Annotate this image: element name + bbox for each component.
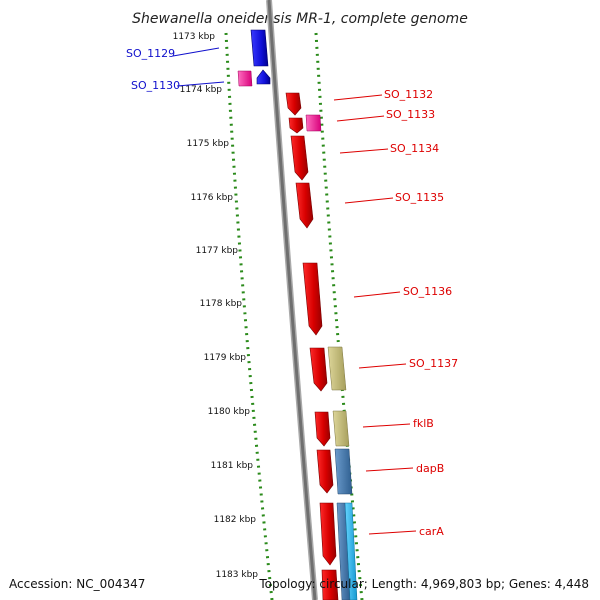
kbp-label: 1179 kbp bbox=[204, 353, 247, 363]
kbp-label: 1183 kbp bbox=[216, 570, 259, 580]
gene-feature[interactable] bbox=[309, 347, 328, 392]
gene-label-cara[interactable]: carA bbox=[419, 525, 444, 538]
gene-label-so-1132[interactable]: SO_1132 bbox=[384, 88, 433, 101]
gene-label-so-1129[interactable]: SO_1129 bbox=[126, 47, 175, 60]
rna-feature[interactable] bbox=[237, 70, 253, 87]
misc-feature[interactable] bbox=[332, 410, 350, 447]
reverse-strand-features bbox=[237, 29, 271, 87]
kbp-scale: 1173 kbp 1174 kbp 1175 kbp 1176 kbp 1177… bbox=[173, 32, 259, 580]
gene-labels: SO_1129 SO_1130 SO_1132 SO_1133 SO_1134 … bbox=[126, 47, 458, 538]
forward-strand-features bbox=[285, 92, 358, 600]
gene-feature[interactable] bbox=[314, 411, 331, 447]
gene-label-dapb[interactable]: dapB bbox=[416, 462, 444, 475]
leader-line bbox=[365, 467, 414, 472]
gene-label-so-1135[interactable]: SO_1135 bbox=[395, 191, 444, 204]
leader-line bbox=[368, 530, 417, 535]
leader-line bbox=[339, 148, 389, 154]
misc-feature[interactable] bbox=[334, 448, 353, 495]
gene-feature[interactable] bbox=[319, 502, 337, 566]
gene-label-so-1130[interactable]: SO_1130 bbox=[131, 79, 180, 92]
gene-label-fklb[interactable]: fklB bbox=[413, 417, 434, 430]
kbp-label: 1173 kbp bbox=[173, 32, 216, 42]
gene-feature[interactable] bbox=[316, 449, 334, 494]
misc-feature[interactable] bbox=[327, 346, 347, 391]
leader-line bbox=[362, 423, 411, 428]
map-title: Shewanella oneidensis MR-1, complete gen… bbox=[132, 11, 468, 27]
kbp-label: 1175 kbp bbox=[187, 139, 230, 149]
leader-line bbox=[336, 115, 385, 122]
misc-feature[interactable] bbox=[344, 502, 358, 600]
kbp-label: 1180 kbp bbox=[208, 407, 251, 417]
leader-line bbox=[358, 363, 407, 369]
kbp-label: 1182 kbp bbox=[214, 515, 257, 525]
gene-feature[interactable] bbox=[290, 135, 309, 181]
genome-backbone-core bbox=[267, 0, 317, 600]
accession-text: Accession: NC_004347 bbox=[9, 577, 146, 591]
leader-line bbox=[172, 47, 220, 57]
gene-feature[interactable] bbox=[302, 262, 323, 336]
leader-line bbox=[344, 197, 394, 204]
kbp-label: 1181 kbp bbox=[211, 461, 254, 471]
gene-label-so-1137[interactable]: SO_1137 bbox=[409, 357, 458, 370]
gene-label-so-1136[interactable]: SO_1136 bbox=[403, 285, 452, 298]
gene-feature[interactable] bbox=[295, 182, 314, 229]
gene-label-so-1134[interactable]: SO_1134 bbox=[390, 142, 439, 155]
rna-feature[interactable] bbox=[305, 114, 322, 132]
gene-feature[interactable] bbox=[285, 92, 302, 116]
gene-feature[interactable] bbox=[250, 29, 269, 67]
leader-line bbox=[176, 81, 225, 87]
leader-line bbox=[353, 291, 401, 298]
leader-line bbox=[333, 94, 383, 101]
genome-summary-text: Topology: circular; Length: 4,969,803 bp… bbox=[259, 577, 589, 591]
kbp-label: 1178 kbp bbox=[200, 299, 243, 309]
kbp-label: 1174 kbp bbox=[180, 85, 223, 95]
gene-feature[interactable] bbox=[288, 117, 304, 134]
kbp-label: 1176 kbp bbox=[191, 193, 234, 203]
misc-feature[interactable] bbox=[336, 502, 351, 600]
gene-feature[interactable] bbox=[256, 69, 271, 85]
kbp-label: 1177 kbp bbox=[196, 246, 239, 256]
gene-feature[interactable] bbox=[321, 569, 339, 600]
gene-label-so-1133[interactable]: SO_1133 bbox=[386, 108, 435, 121]
